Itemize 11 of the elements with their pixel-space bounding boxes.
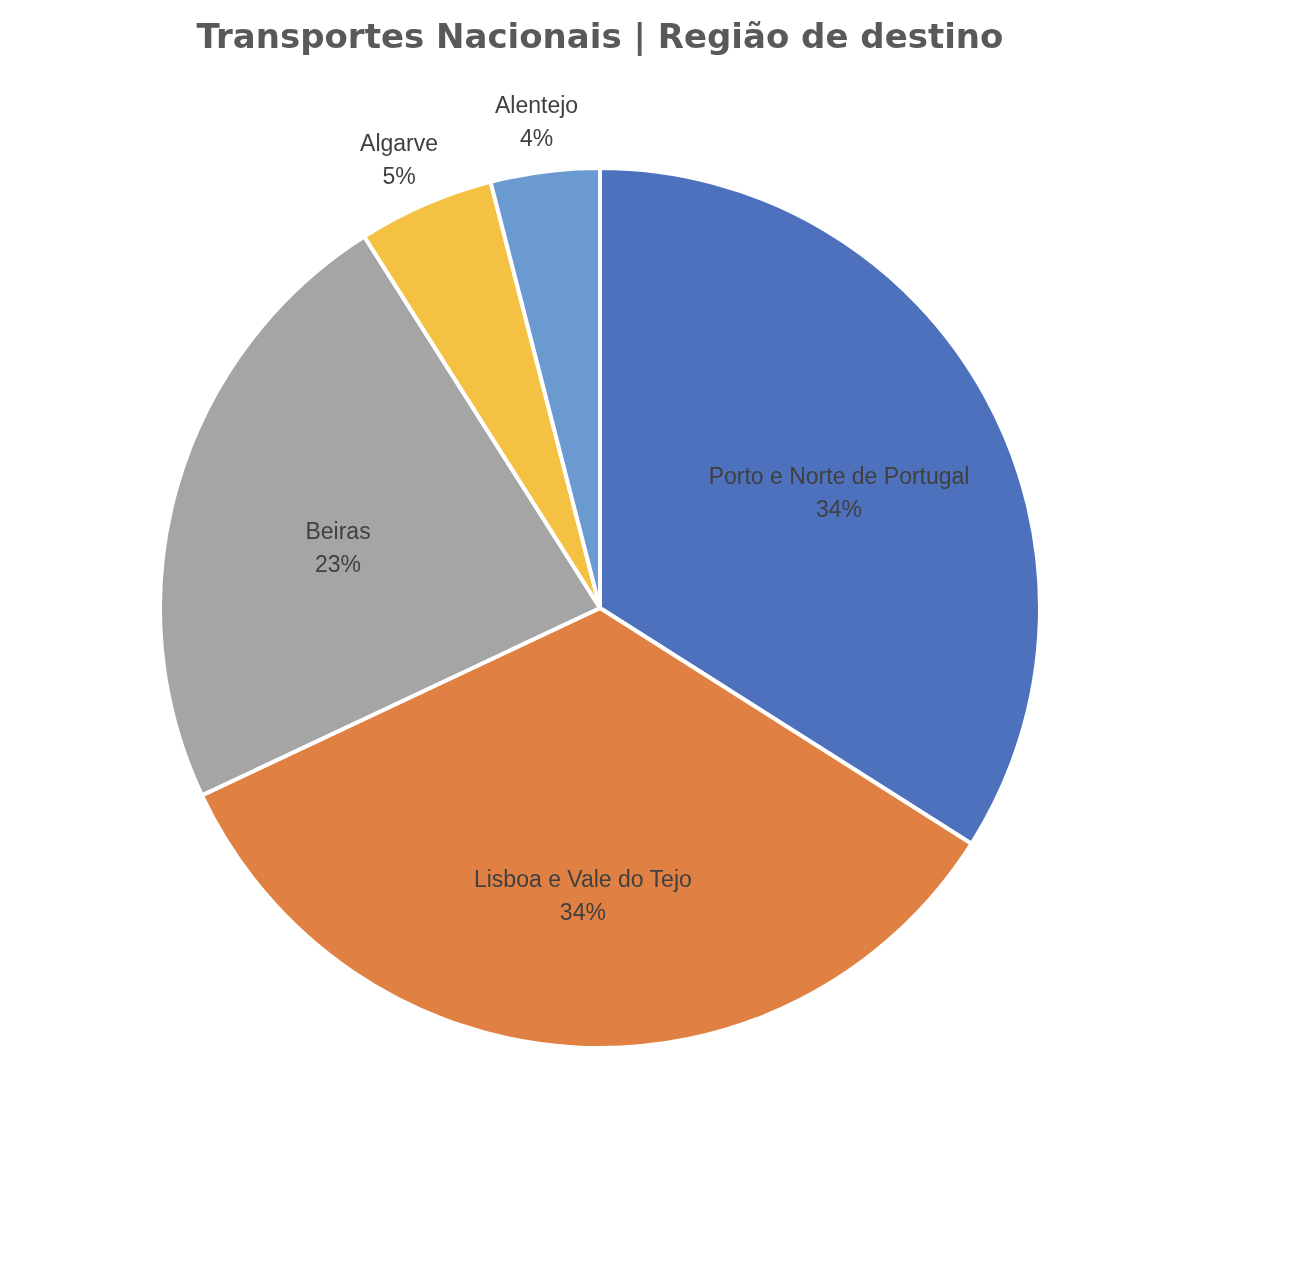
data-label: 34% — [816, 495, 863, 522]
data-label: 4% — [519, 124, 554, 151]
slice-label: Beiras — [305, 517, 371, 544]
chart-title: Transportes Nacionais | Região de destino — [196, 15, 1004, 56]
slice-label: Algarve — [360, 129, 439, 156]
slice-label: Alentejo — [495, 91, 579, 118]
slice-label: Porto e Norte de Portugal — [708, 462, 970, 489]
data-label: 34% — [559, 899, 606, 926]
slice-label: Lisboa e Vale do Tejo — [473, 866, 692, 893]
data-label: 23% — [315, 550, 362, 577]
data-label: 5% — [382, 162, 416, 189]
